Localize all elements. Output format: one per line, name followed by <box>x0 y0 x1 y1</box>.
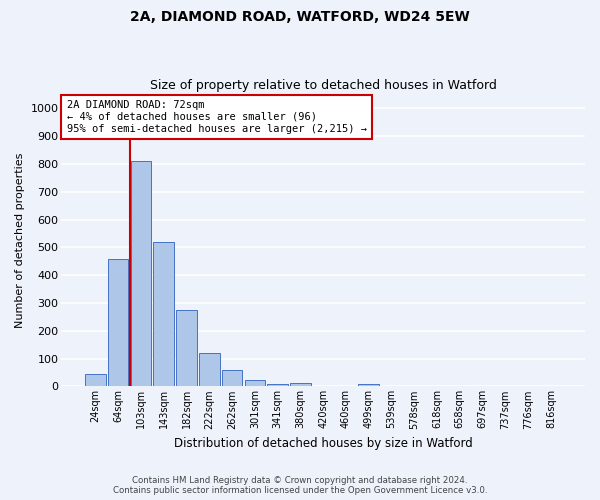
Bar <box>290 383 311 386</box>
Text: 2A, DIAMOND ROAD, WATFORD, WD24 5EW: 2A, DIAMOND ROAD, WATFORD, WD24 5EW <box>130 10 470 24</box>
Bar <box>85 374 106 386</box>
Bar <box>131 162 151 386</box>
Bar <box>154 242 174 386</box>
Title: Size of property relative to detached houses in Watford: Size of property relative to detached ho… <box>150 79 497 92</box>
Bar <box>222 370 242 386</box>
Bar <box>108 258 128 386</box>
Y-axis label: Number of detached properties: Number of detached properties <box>15 153 25 328</box>
Bar <box>199 353 220 386</box>
Bar <box>245 380 265 386</box>
Bar <box>268 384 288 386</box>
Bar <box>358 384 379 386</box>
X-axis label: Distribution of detached houses by size in Watford: Distribution of detached houses by size … <box>174 437 473 450</box>
Bar <box>176 310 197 386</box>
Text: Contains HM Land Registry data © Crown copyright and database right 2024.
Contai: Contains HM Land Registry data © Crown c… <box>113 476 487 495</box>
Text: 2A DIAMOND ROAD: 72sqm
← 4% of detached houses are smaller (96)
95% of semi-deta: 2A DIAMOND ROAD: 72sqm ← 4% of detached … <box>67 100 367 134</box>
